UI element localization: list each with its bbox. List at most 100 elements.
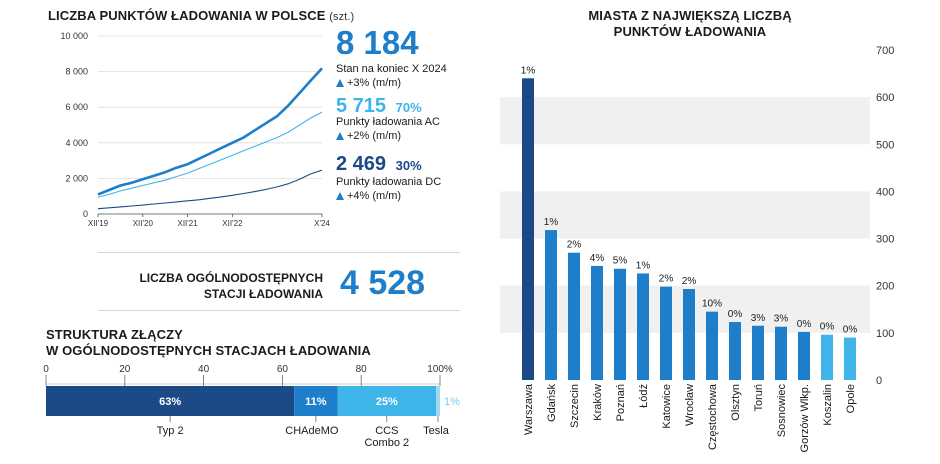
bar-chart-y-tick: 200 — [876, 281, 894, 293]
stack-x-tick: 40 — [198, 364, 210, 375]
stations-value: 4 528 — [340, 264, 426, 302]
bar-chart-y-tick: 700 — [876, 45, 894, 57]
city-bar-label: 2% — [659, 274, 674, 285]
city-bar-label: 0% — [820, 322, 835, 333]
ac-points-number: 5 715 — [336, 95, 387, 117]
ac-points-change: +2% (m/m) — [336, 130, 401, 142]
line-series-0 — [97, 67, 323, 196]
city-bar — [614, 268, 626, 380]
city-bar — [775, 326, 787, 380]
stack-category-name: CCS — [375, 425, 398, 437]
up-triangle-icon — [336, 192, 344, 200]
connectors-stacked-bar: 0 20 40 60 80 100% 63% Typ 2 11% CHAdeMO 25% CCSCom… — [43, 364, 460, 449]
line-chart-y-tick: 6 000 — [65, 102, 88, 112]
city-bar-label: 1% — [521, 65, 536, 76]
cities-bar-chart: 0 100 200 300 400 500 600 700 1% Warszawa 1% Gdańsk… — [500, 45, 894, 452]
city-bar — [821, 334, 833, 380]
city-bar — [637, 273, 649, 380]
line-chart-title-text: LICZBA PUNKTÓW ŁADOWANIA W POLSCE — [48, 8, 326, 23]
city-name: Warszawa — [523, 383, 535, 435]
city-name: Łódź — [638, 384, 650, 408]
bar-chart-y-tick: 500 — [876, 139, 894, 151]
line-chart-title: LICZBA PUNKTÓW ŁADOWANIA W POLSCE (szt.) — [48, 8, 354, 23]
line-series-2 — [97, 169, 323, 210]
connectors-title-line1: STRUKTURA ZŁĄCZY — [46, 327, 183, 342]
ac-points-value: 5 715 70% — [336, 96, 422, 116]
line-chart-x-tick: XII'19 — [88, 219, 109, 228]
separator — [98, 310, 460, 311]
city-bar-label: 5% — [613, 256, 628, 267]
line-chart: 0 2 000 4 000 6 000 8 000 10 000 XII'19 XII'20 X… — [60, 31, 330, 228]
city-name: Gdańsk — [546, 384, 558, 422]
stack-category-name: Typ 2 — [157, 425, 184, 437]
stack-x-tick: 80 — [356, 364, 368, 375]
city-bar-label: 0% — [728, 309, 743, 320]
connectors-title: STRUKTURA ZŁĄCZY W OGÓLNODOSTĘPNYCH STAC… — [46, 327, 371, 359]
city-name: Szczecin — [569, 384, 581, 428]
line-chart-unit: (szt.) — [329, 11, 355, 23]
cities-title-line1: MIASTA Z NAJWIĘKSZĄ LICZBĄ — [588, 8, 792, 23]
stations-label: LICZBA OGÓLNODOSTĘPNYCH STACJI ŁADOWANIA — [139, 271, 323, 301]
city-bar — [844, 337, 856, 380]
city-name: Poznań — [615, 384, 627, 421]
city-bar-label: 1% — [636, 260, 651, 271]
line-chart-y-tick: 10 000 — [60, 31, 88, 41]
stack-x-tick: 60 — [277, 364, 289, 375]
stack-segment-label: 25% — [376, 396, 398, 408]
total-points-change-text: +3% (m/m) — [347, 77, 402, 89]
ac-points-label: Punkty ładowania AC — [336, 116, 440, 128]
city-bar — [683, 289, 695, 380]
city-bar — [545, 230, 557, 380]
dc-points-number: 2 469 — [336, 153, 387, 175]
stack-x-tick: 20 — [119, 364, 131, 375]
stack-x-tick: 0 — [43, 364, 49, 375]
city-bar-label: 0% — [797, 319, 812, 330]
connectors-title-line2: W OGÓLNODOSTĘPNYCH STACJACH ŁADOWANIA — [46, 343, 371, 358]
dc-points-change-text: +4% (m/m) — [347, 190, 402, 202]
dc-points-label: Punkty ładowania DC — [336, 176, 442, 188]
city-name: Katowice — [661, 384, 673, 429]
city-name: Sosnowiec — [776, 384, 788, 438]
line-chart-y-tick: 0 — [83, 209, 88, 219]
city-bar — [660, 286, 672, 380]
city-bar-label: 10% — [702, 299, 722, 310]
bar-chart-y-tick: 0 — [876, 375, 882, 387]
city-bar — [568, 252, 580, 380]
stack-category-name: Tesla — [423, 425, 450, 437]
city-bar — [752, 325, 764, 380]
line-chart-y-tick: 2 000 — [65, 173, 88, 183]
stack-category-name: Combo 2 — [364, 437, 409, 449]
bar-chart-band — [500, 191, 870, 239]
city-bar-label: 1% — [544, 217, 559, 228]
line-chart-x-tick: XII'22 — [222, 219, 243, 228]
city-bar-label: 0% — [843, 325, 858, 336]
city-name: Kraków — [592, 384, 604, 421]
dc-points-share: 30% — [395, 158, 422, 173]
stack-segment-label: 63% — [159, 396, 181, 408]
city-bar-label: 2% — [567, 240, 582, 251]
city-bar-label: 4% — [590, 253, 605, 264]
city-name: Częstochowa — [707, 383, 719, 450]
dc-points-change: +4% (m/m) — [336, 190, 401, 202]
city-bar — [591, 265, 603, 380]
total-points-value: 8 184 — [336, 24, 419, 61]
bar-chart-y-tick: 100 — [876, 328, 894, 340]
stack-segment-1 — [294, 386, 338, 416]
city-name: Opole — [845, 384, 857, 413]
city-bar-label: 3% — [751, 313, 766, 324]
line-series-1 — [97, 111, 323, 198]
stack-segment-label: 11% — [305, 396, 327, 408]
ac-points-change-text: +2% (m/m) — [347, 130, 402, 142]
up-triangle-icon — [336, 79, 344, 87]
city-bar — [522, 78, 534, 381]
stack-x-tick: 100% — [427, 364, 453, 375]
bar-chart-y-tick: 400 — [876, 186, 894, 198]
dc-points-value: 2 469 30% — [336, 154, 422, 174]
bar-chart-y-tick: 600 — [876, 92, 894, 104]
ac-points-share: 70% — [395, 100, 422, 115]
line-chart-x-tick: XII'21 — [177, 219, 198, 228]
city-bar — [798, 331, 810, 380]
city-bar-label: 2% — [682, 276, 697, 287]
city-bar — [706, 311, 718, 380]
city-name: Toruń — [753, 384, 765, 412]
